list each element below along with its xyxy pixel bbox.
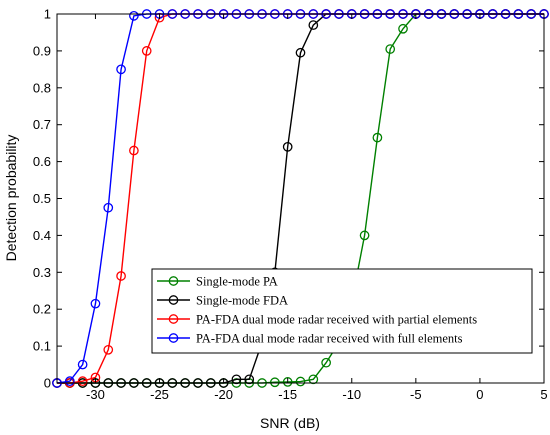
data-point (308, 374, 319, 385)
legend-label: Single-mode FDA (196, 294, 288, 308)
y-tick-label: 0.4 (33, 228, 51, 243)
axis-ticks: -30 -25 -20 -15 -10 -5 0 5 0 0.1 0.2 0.3 0.4 0.5 0.6 0.… (33, 7, 548, 403)
data-point (103, 202, 114, 213)
data-point (244, 374, 255, 385)
data-point (321, 357, 331, 368)
data-point (282, 377, 293, 387)
x-axis-label: SNR (dB) (260, 415, 320, 431)
legend: Single-mode PA Single-mode FDA PA-FDA dual… (151, 268, 533, 354)
legend-label: PA-FDA dual mode radar received with ful… (196, 332, 463, 346)
legend-marker (168, 295, 179, 305)
y-tick-label: 0 (44, 376, 51, 391)
data-point (116, 271, 126, 281)
legend-box (151, 268, 533, 354)
data-point (385, 44, 396, 54)
x-tick-label: -30 (86, 387, 105, 402)
x-tick-label: -10 (342, 387, 361, 402)
data-point (282, 141, 293, 152)
data-point (231, 374, 242, 385)
y-tick-label: 0.3 (33, 265, 51, 280)
y-tick-label: 0.1 (33, 339, 51, 354)
data-point (295, 376, 306, 387)
data-point (103, 344, 114, 355)
x-tick-label: -25 (150, 387, 169, 402)
x-tick-label: 0 (476, 387, 483, 402)
data-point (295, 47, 306, 58)
data-point (129, 145, 139, 156)
legend-marker (168, 314, 179, 324)
data-point (270, 377, 280, 388)
legend-marker (168, 276, 179, 286)
data-point (90, 298, 101, 309)
data-point (64, 376, 75, 387)
data-point (77, 376, 88, 387)
legend-label: PA-FDA dual mode radar received with par… (196, 313, 477, 327)
data-point (398, 23, 408, 34)
y-tick-label: 0.2 (33, 302, 51, 317)
data-point (141, 46, 152, 56)
x-tick-label: -15 (278, 387, 297, 402)
data-point (308, 20, 319, 30)
y-tick-label: 1 (44, 7, 51, 22)
data-point (116, 64, 126, 75)
legend-item: PA-FDA dual mode radar received with par… (157, 313, 477, 327)
y-tick-label: 0.5 (33, 191, 51, 206)
data-point (372, 132, 383, 143)
legend-marker (168, 333, 179, 343)
x-tick-label: -20 (214, 387, 233, 402)
legend-item: Single-mode PA (157, 275, 278, 289)
y-tick-label: 0.6 (33, 154, 51, 169)
y-tick-label: 0.8 (33, 80, 51, 95)
x-tick-label: -5 (410, 387, 422, 402)
data-point (77, 359, 88, 370)
y-axis-label: Detection probability (3, 135, 19, 262)
legend-item: PA-FDA dual mode radar received with ful… (157, 332, 463, 346)
y-tick-label: 0.9 (33, 43, 51, 58)
legend-label: Single-mode PA (196, 275, 278, 289)
data-point (129, 10, 139, 21)
legend-item: Single-mode FDA (157, 294, 288, 308)
y-tick-label: 0.7 (33, 117, 51, 132)
x-tick-label: 5 (540, 387, 547, 402)
data-point (359, 230, 370, 241)
